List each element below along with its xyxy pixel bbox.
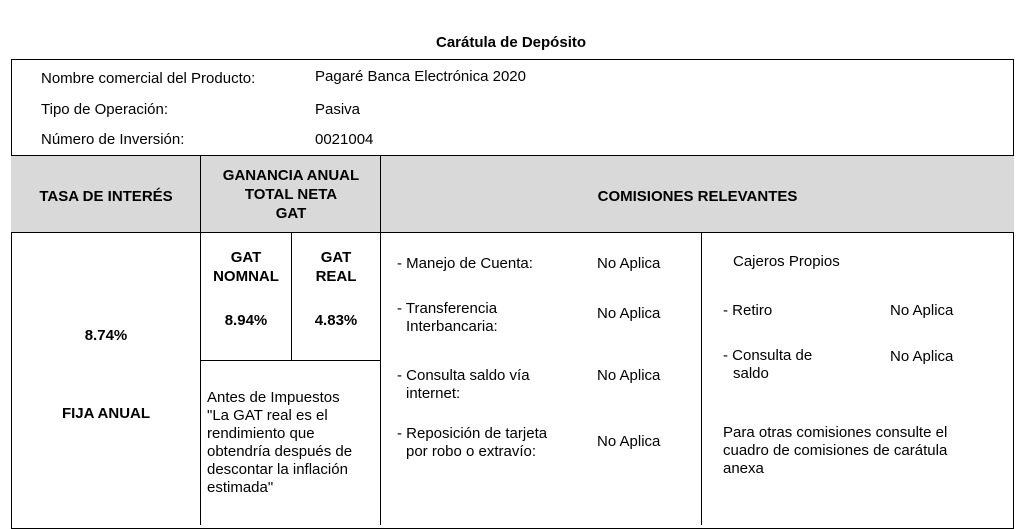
commissions-note-line: cuadro de comisiones de carátula xyxy=(723,442,948,459)
gat-note-line: "La GAT real es el xyxy=(207,407,328,424)
commission-label-line: - Consulta saldo vía xyxy=(397,367,530,384)
atm-commission-label-line: saldo xyxy=(733,365,769,382)
page-title: Carátula de Depósito xyxy=(435,34,587,51)
gat-note-line: obtendría después de xyxy=(207,443,353,460)
header-gat: GANANCIA ANUAL TOTAL NETA GAT xyxy=(201,166,381,223)
operation-label: Tipo de Operación: xyxy=(41,101,169,118)
commission-label-line: por robo o extravío: xyxy=(406,443,537,460)
commission-label-line: - Manejo de Cuenta: xyxy=(397,255,533,272)
investment-value: 0021004 xyxy=(315,131,374,148)
atm-commission-label: - Retiro xyxy=(723,302,772,320)
gat-nominal-line1: GAT xyxy=(230,249,262,266)
commission-value: No Aplica xyxy=(597,433,661,450)
atm-commission-label-line: - Consulta de xyxy=(723,347,813,364)
atm-commission-label-line: - Retiro xyxy=(723,302,773,319)
header-gat-line3: GAT xyxy=(275,205,307,222)
commission-label: - Reposición de tarjeta por robo o extra… xyxy=(397,425,547,461)
atm-commission-label: - Consulta de saldo xyxy=(723,347,812,383)
operation-value: Pasiva xyxy=(315,101,361,118)
commission-label-line: internet: xyxy=(406,385,461,402)
rate-type: FIJA ANUAL xyxy=(61,405,151,422)
divider xyxy=(291,233,292,361)
commission-value: No Aplica xyxy=(597,367,661,384)
commissions-note-line: Para otras comisiones consulte el xyxy=(723,424,948,441)
divider xyxy=(701,233,702,525)
divider xyxy=(200,360,381,361)
header-gat-line1: GANANCIA ANUAL xyxy=(222,167,360,184)
header-interest-rate: TASA DE INTERÉS xyxy=(39,188,173,205)
atm-commission-value: No Aplica xyxy=(890,348,954,365)
commission-label: - Manejo de Cuenta: xyxy=(397,255,533,273)
gat-real-header: GAT REAL xyxy=(292,248,380,286)
gat-nominal-value: 8.94% xyxy=(224,312,268,329)
atm-commission-value: No Aplica xyxy=(890,302,954,319)
commission-label-line: - Transferencia xyxy=(397,300,498,317)
divider xyxy=(380,155,381,525)
commission-label: - Transferencia Interbancaria: xyxy=(397,300,498,336)
commission-value: No Aplica xyxy=(597,305,661,322)
commission-label-line: - Reposición de tarjeta xyxy=(397,425,548,442)
product-label: Nombre comercial del Producto: xyxy=(41,70,256,87)
gat-real-line2: REAL xyxy=(315,268,357,285)
commissions-note: Para otras comisiones consulte el cuadro… xyxy=(723,424,947,478)
divider xyxy=(200,155,201,525)
commission-label-line: Interbancaria: xyxy=(406,318,498,335)
rate-value: 8.74% xyxy=(84,327,128,344)
gat-note-line: descontar la inflación xyxy=(207,461,348,478)
gat-note-line: Antes de Impuestos xyxy=(207,389,340,406)
gat-nominal-line2: NOMNAL xyxy=(213,268,279,285)
commission-label: - Consulta saldo vía internet: xyxy=(397,367,530,403)
gat-note-line: estimada" xyxy=(207,479,274,496)
gat-real-line1: GAT xyxy=(320,249,352,266)
gat-note-line: rendimiento que xyxy=(207,425,315,442)
header-commissions: COMISIONES RELEVANTES xyxy=(597,188,798,205)
gat-real-value: 4.83% xyxy=(314,312,358,329)
header-gat-line2: TOTAL NETA xyxy=(244,186,338,203)
header-row xyxy=(11,155,1014,233)
commissions-note-line: anexa xyxy=(723,460,764,477)
atm-heading: Cajeros Propios xyxy=(733,253,840,270)
product-value: Pagaré Banca Electrónica 2020 xyxy=(315,68,526,85)
gat-nominal-header: GAT NOMNAL xyxy=(201,248,291,286)
investment-label: Número de Inversión: xyxy=(41,131,185,148)
gat-note: Antes de Impuestos "La GAT real es el re… xyxy=(207,389,352,497)
commission-value: No Aplica xyxy=(597,255,661,272)
